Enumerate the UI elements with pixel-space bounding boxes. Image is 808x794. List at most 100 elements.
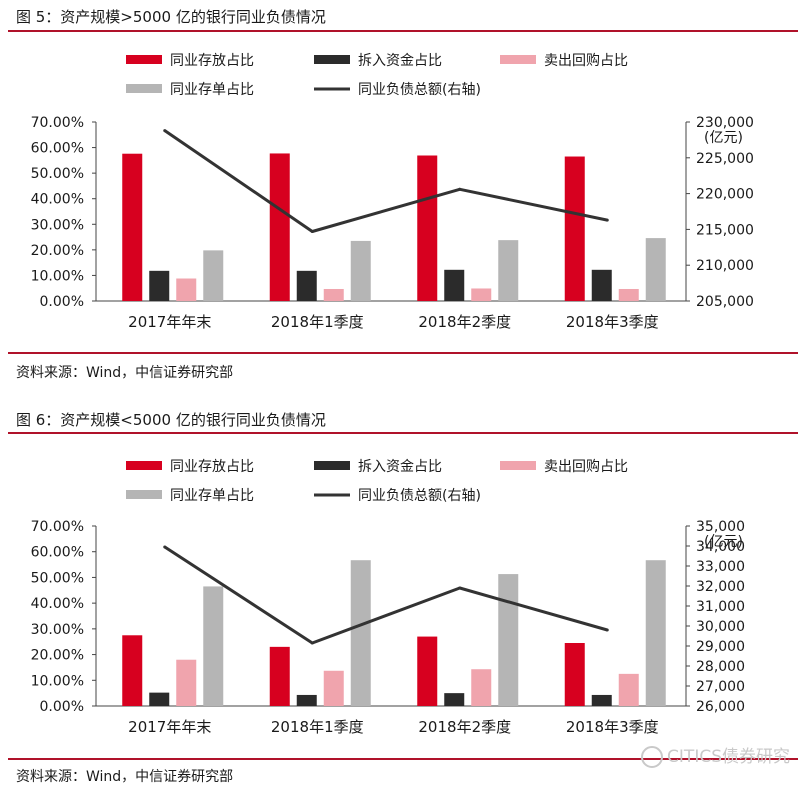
right-tick-label: 28,000	[696, 659, 745, 675]
figure-6-title: 图 6：资产规模<5000 亿的银行同业负债情况	[16, 411, 326, 429]
right-tick-label: 31,000	[696, 599, 745, 615]
legend-swatch-1	[314, 461, 350, 470]
bar-2-3	[618, 673, 639, 706]
left-tick-label: 50.00%	[31, 166, 84, 182]
left-tick-label: 20.00%	[31, 648, 84, 664]
line-point-0	[163, 129, 167, 133]
bar-2-1	[323, 288, 344, 301]
bar-1-2	[444, 269, 465, 301]
right-tick-label: 33,000	[696, 559, 745, 575]
bar-3-3	[645, 238, 666, 301]
bar-3-0	[203, 586, 224, 706]
legend-label-line: 同业负债总额(右轴)	[358, 82, 481, 98]
legend-label-0: 同业存放占比	[170, 53, 254, 69]
line-point-2	[458, 187, 462, 191]
bar-3-1	[350, 560, 371, 706]
bar-0-0	[122, 635, 143, 706]
bar-2-0	[176, 659, 197, 706]
legend-label-1: 拆入资金占比	[358, 459, 442, 475]
category-label: 2018年1季度	[271, 313, 364, 331]
right-tick-label: 205,000	[696, 294, 754, 310]
legend-label-2: 卖出回购占比	[544, 53, 628, 69]
right-tick-label: 215,000	[696, 222, 754, 238]
legend-label-1: 拆入资金占比	[358, 53, 442, 69]
left-tick-label: 30.00%	[31, 622, 84, 638]
watermark: CITICS债券研究	[641, 742, 790, 768]
legend-label-line: 同业负债总额(右轴)	[358, 488, 481, 504]
legend-label-0: 同业存放占比	[170, 459, 254, 475]
bar-1-3	[591, 269, 612, 301]
bar-0-0	[122, 153, 143, 301]
bar-1-0	[149, 692, 170, 706]
bar-0-2	[417, 155, 438, 301]
right-tick-label: 30,000	[696, 619, 745, 635]
figure-6-top-rule	[8, 432, 798, 434]
figure-6-bottom-rule	[8, 758, 798, 760]
bar-2-2	[471, 669, 492, 706]
legend-swatch-1	[314, 55, 350, 64]
category-label: 2018年3季度	[566, 313, 659, 331]
bar-1-1	[296, 694, 317, 706]
right-tick-label: 27,000	[696, 679, 745, 695]
left-tick-label: 30.00%	[31, 217, 84, 233]
bar-0-2	[417, 636, 438, 706]
bar-2-1	[323, 670, 344, 706]
category-label: 2018年3季度	[566, 718, 659, 736]
legend-swatch-3	[126, 84, 162, 93]
right-tick-label: 220,000	[696, 187, 754, 203]
bar-3-1	[350, 240, 371, 301]
bar-3-2	[498, 240, 519, 301]
bar-0-3	[564, 643, 585, 706]
right-tick-label: 35,000	[696, 519, 745, 535]
wechat-icon	[641, 746, 664, 768]
legend-label-2: 卖出回购占比	[544, 459, 628, 475]
right-axis-unit: (亿元)	[704, 130, 743, 146]
left-tick-label: 10.00%	[31, 673, 84, 689]
legend-label-3: 同业存单占比	[170, 82, 254, 98]
left-tick-label: 0.00%	[40, 699, 84, 715]
figure-5-top-rule	[8, 30, 798, 32]
bar-1-2	[444, 693, 465, 706]
legend-swatch-2	[500, 55, 536, 64]
legend-swatch-2	[500, 461, 536, 470]
bar-1-0	[149, 270, 170, 301]
bar-3-3	[645, 560, 666, 706]
watermark-text: CITICS债券研究	[667, 747, 790, 767]
figure-6-source: 资料来源：Wind，中信证券研究部	[16, 769, 234, 785]
right-tick-label: 29,000	[696, 639, 745, 655]
figure-5-bottom-rule	[8, 352, 798, 354]
bar-2-0	[176, 278, 197, 301]
right-tick-label: 225,000	[696, 151, 754, 167]
left-tick-label: 50.00%	[31, 570, 84, 586]
left-tick-label: 40.00%	[31, 192, 84, 208]
left-tick-label: 10.00%	[31, 268, 84, 284]
category-label: 2018年1季度	[271, 718, 364, 736]
left-tick-label: 20.00%	[31, 243, 84, 259]
bar-1-3	[591, 694, 612, 706]
right-tick-label: 32,000	[696, 579, 745, 595]
category-label: 2018年2季度	[418, 718, 511, 736]
bar-0-1	[269, 153, 290, 301]
left-tick-label: 70.00%	[31, 519, 84, 535]
line-point-0	[163, 545, 167, 549]
left-tick-label: 40.00%	[31, 596, 84, 612]
bar-0-3	[564, 156, 585, 301]
bar-3-2	[498, 574, 519, 706]
legend-swatch-3	[126, 490, 162, 499]
left-tick-label: 70.00%	[31, 115, 84, 131]
bar-2-3	[618, 288, 639, 301]
right-tick-label: 210,000	[696, 258, 754, 274]
total-liability-line	[163, 129, 608, 233]
right-axis-unit: (亿元)	[704, 534, 743, 550]
total-liability-line	[163, 545, 608, 645]
left-tick-label: 60.00%	[31, 545, 84, 561]
line-point-3	[605, 218, 609, 222]
category-label: 2018年2季度	[418, 313, 511, 331]
legend-label-3: 同业存单占比	[170, 488, 254, 504]
bar-0-1	[269, 646, 290, 706]
right-tick-label: 26,000	[696, 699, 745, 715]
legend-swatch-0	[126, 55, 162, 64]
figure-5-source: 资料来源：Wind，中信证券研究部	[16, 365, 234, 381]
